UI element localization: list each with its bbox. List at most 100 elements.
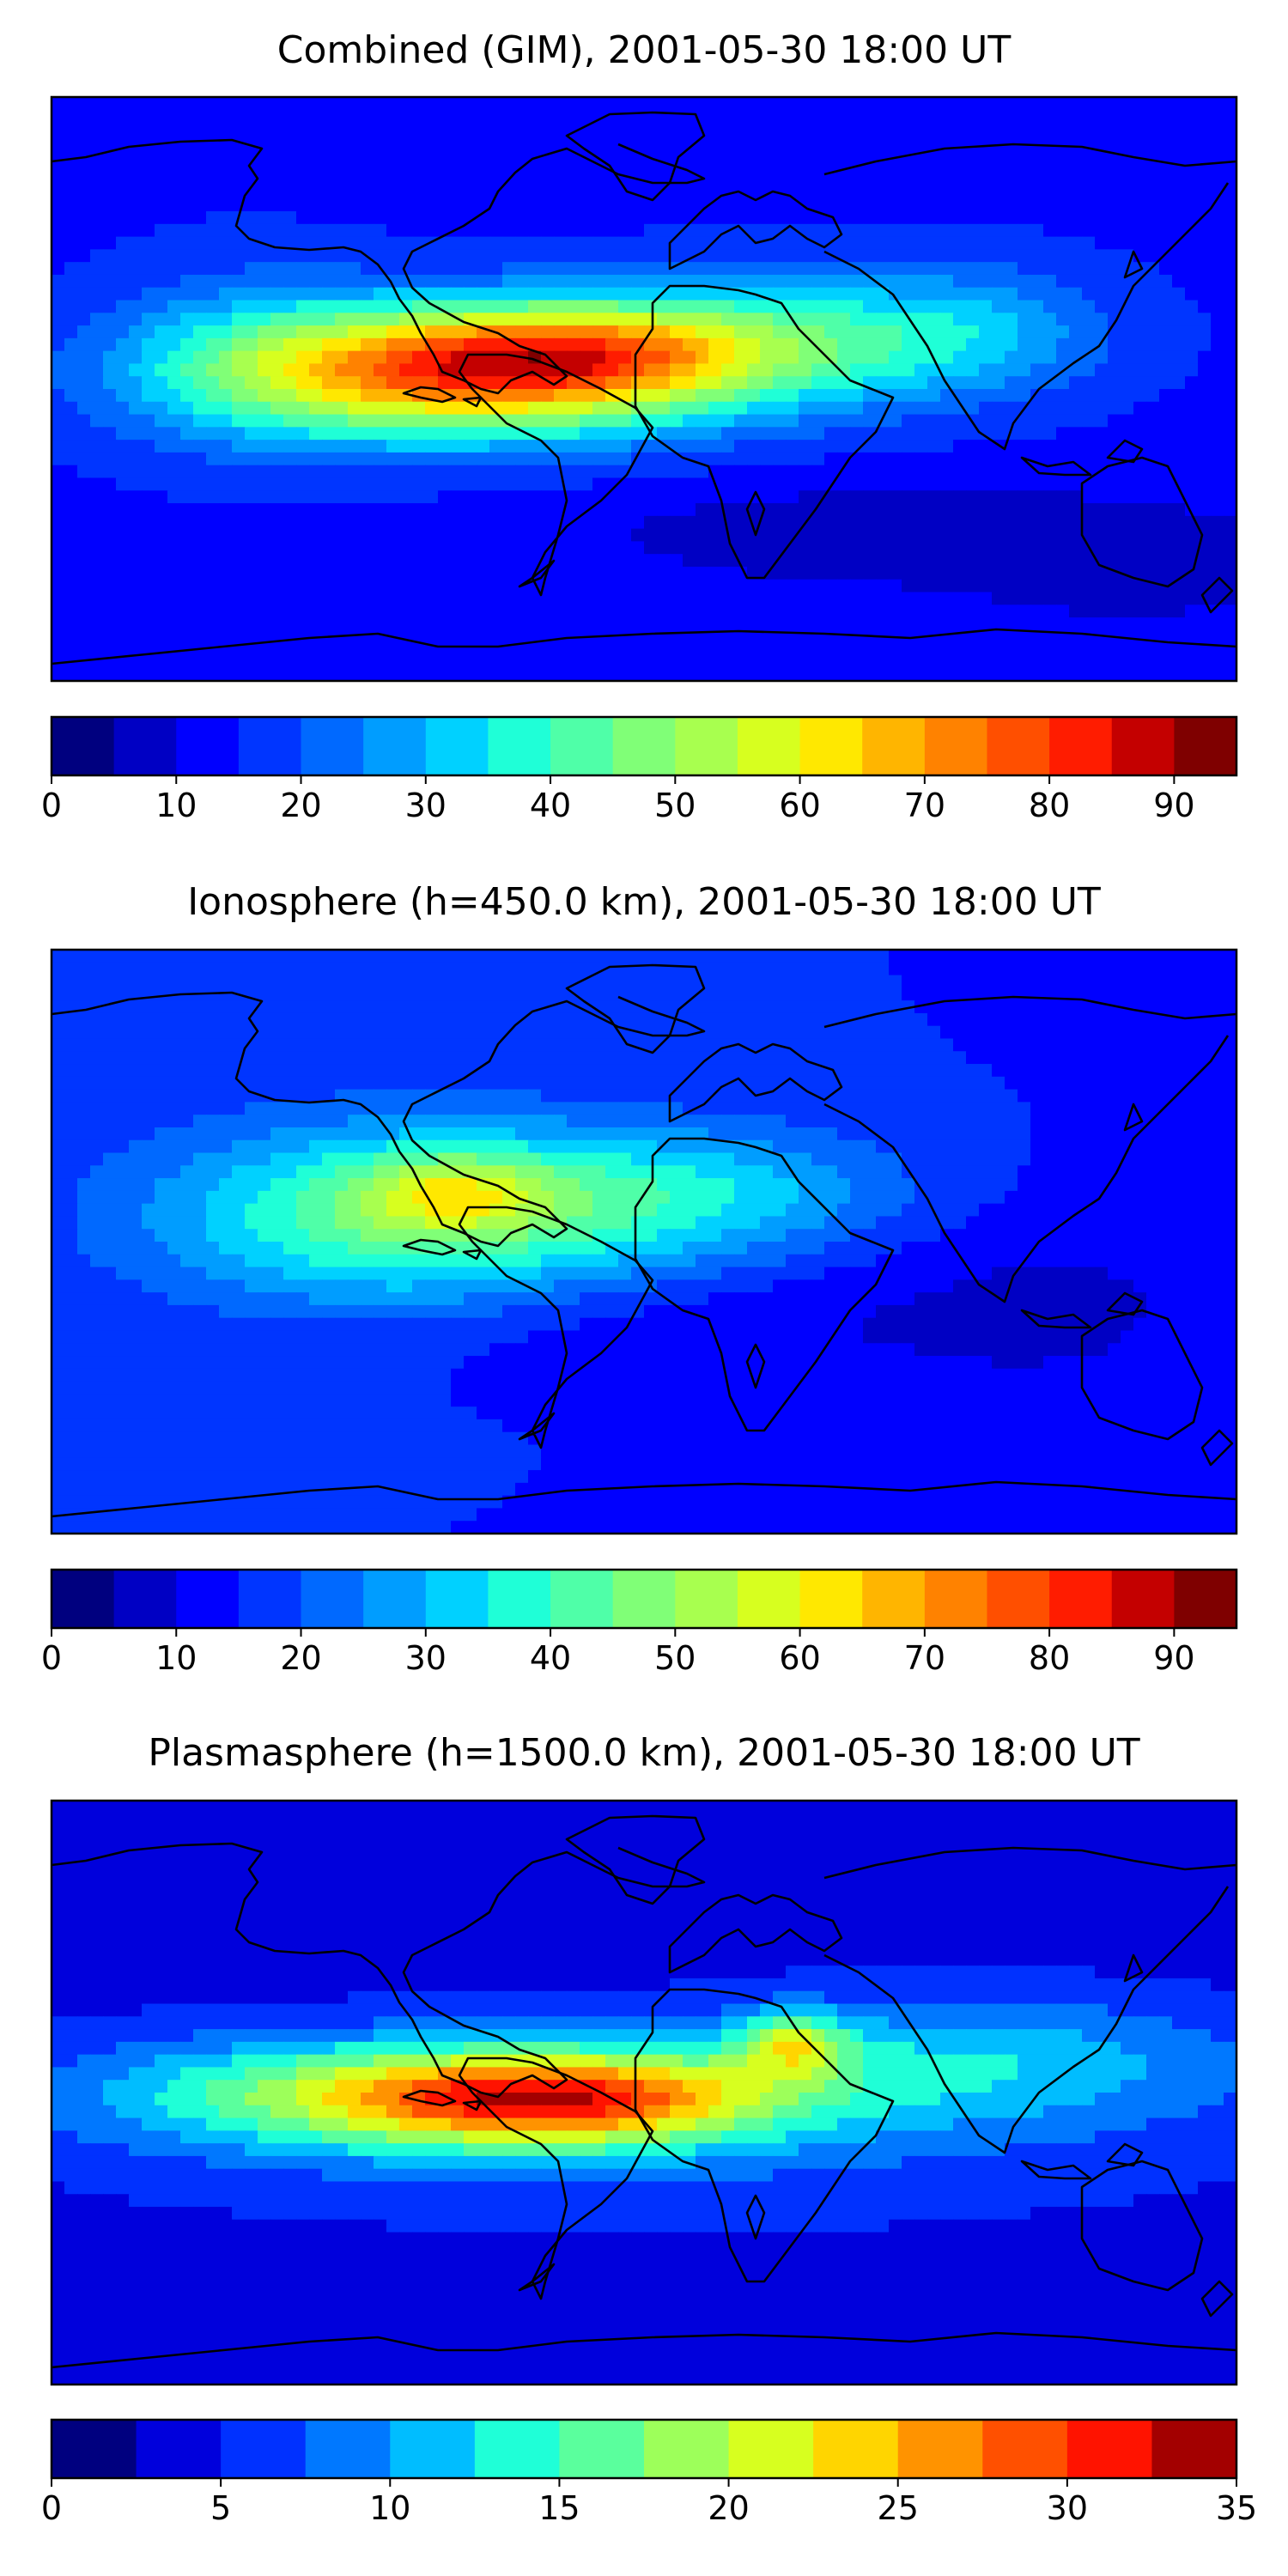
- colorbar-bin: [799, 717, 863, 775]
- colorbar-bin: [425, 1570, 489, 1628]
- colorbar-bin: [1174, 717, 1237, 775]
- colorbar-tick-label: 0: [41, 2489, 62, 2527]
- colorbar-tick-label: 60: [779, 1639, 820, 1677]
- colorbar-bin: [1049, 1570, 1113, 1628]
- colorbar: 0 10 20 30 40 50 60 70 80 90: [41, 715, 1238, 824]
- map-frame: [50, 948, 1238, 1535]
- colorbar-tick-label: 30: [405, 1639, 447, 1677]
- colorbar-tick-label: 20: [280, 787, 321, 824]
- colorbar-bin: [559, 2420, 645, 2478]
- colorbar-tick-label: 60: [779, 787, 820, 824]
- colorbar-bin: [1066, 2420, 1152, 2478]
- colorbar-tick-label: 25: [878, 2489, 919, 2527]
- colorbar-bin: [1174, 1570, 1237, 1628]
- colorbar-bin: [390, 2420, 476, 2478]
- figure-panels: Combined (GIM), 2001-05-30 18:00 UT 0 10 20…: [41, 28, 1257, 2527]
- colorbar-bin: [982, 2420, 1068, 2478]
- map-frame: [50, 95, 1238, 683]
- colorbar-bin: [474, 2420, 560, 2478]
- colorbar-bin: [1151, 2420, 1237, 2478]
- contour-field: [52, 97, 1237, 682]
- colorbar-frame: [50, 2418, 1238, 2480]
- colorbar-frame: [50, 715, 1238, 777]
- colorbar: 0 10 20 30 40 50 60 70 80 90: [41, 1568, 1238, 1677]
- map-frame: [50, 1799, 1238, 2386]
- colorbar-bin: [737, 1570, 801, 1628]
- colorbar-tick-label: 80: [1029, 1639, 1070, 1677]
- colorbar-tick-label: 0: [41, 1639, 62, 1677]
- colorbar-bin: [301, 717, 364, 775]
- colorbar-tick-label: 15: [538, 2489, 580, 2527]
- colorbar-tick-label: 10: [155, 787, 197, 824]
- colorbar-bin: [813, 2420, 899, 2478]
- colorbar-bin: [612, 1570, 676, 1628]
- colorbar-bin: [728, 2420, 814, 2478]
- contour-field: [52, 1801, 1237, 2385]
- colorbar-tick-label: 50: [654, 787, 696, 824]
- colorbar-bin: [363, 1570, 427, 1628]
- colorbar-tick-label: 5: [210, 2489, 231, 2527]
- map-panel-3: Plasmasphere (h=1500.0 km), 2001-05-30 1…: [41, 1731, 1257, 2527]
- colorbar-tick-label: 90: [1153, 787, 1194, 824]
- colorbar-tick-label: 50: [654, 1639, 696, 1677]
- colorbar-tick-label: 0: [41, 787, 62, 824]
- colorbar-tick-label: 40: [530, 787, 571, 824]
- panel-title: Ionosphere (h=450.0 km), 2001-05-30 18:0…: [187, 880, 1101, 924]
- colorbar-bin: [924, 1570, 987, 1628]
- colorbar-bin: [799, 1570, 863, 1628]
- colorbar-bin: [612, 717, 676, 775]
- colorbar-bin: [675, 1570, 738, 1628]
- colorbar-bin: [550, 1570, 614, 1628]
- colorbar-tick-label: 70: [904, 787, 945, 824]
- colorbar-tick-label: 80: [1029, 787, 1070, 824]
- colorbar-bin: [425, 717, 489, 775]
- colorbar-bin: [136, 2420, 222, 2478]
- contour-field: [52, 950, 1237, 1534]
- colorbar-bin: [113, 717, 177, 775]
- colorbar-bin: [862, 1570, 926, 1628]
- colorbar-bin: [363, 717, 427, 775]
- colorbar-bin: [52, 717, 115, 775]
- colorbar-bin: [488, 717, 551, 775]
- panel-title: Combined (GIM), 2001-05-30 18:00 UT: [277, 28, 1012, 72]
- colorbar-bin: [897, 2420, 983, 2478]
- colorbar-bin: [176, 717, 240, 775]
- colorbar-tick-label: 20: [280, 1639, 321, 1677]
- colorbar-tick-label: 10: [155, 1639, 197, 1677]
- colorbar-bin: [550, 717, 614, 775]
- colorbar-bin: [737, 717, 801, 775]
- colorbar-bin: [1111, 1570, 1175, 1628]
- colorbar-bin: [644, 2420, 730, 2478]
- colorbar-bin: [305, 2420, 391, 2478]
- colorbar-tick-label: 20: [708, 2489, 749, 2527]
- colorbar-bin: [176, 1570, 240, 1628]
- colorbar-bin: [301, 1570, 364, 1628]
- colorbar-bin: [1111, 717, 1175, 775]
- colorbar-bin: [238, 1570, 302, 1628]
- colorbar-tick-label: 70: [904, 1639, 945, 1677]
- colorbar-frame: [50, 1568, 1238, 1630]
- colorbar-tick-label: 30: [405, 787, 447, 824]
- colorbar-tick-label: 35: [1216, 2489, 1257, 2527]
- colorbar-tick-label: 90: [1153, 1639, 1194, 1677]
- colorbar-bin: [675, 717, 738, 775]
- colorbar-bin: [924, 717, 987, 775]
- colorbar-tick-label: 40: [530, 1639, 571, 1677]
- map-panel-2: Ionosphere (h=450.0 km), 2001-05-30 18:0…: [41, 880, 1238, 1677]
- colorbar-bin: [113, 1570, 177, 1628]
- colorbar-bin: [52, 2420, 137, 2478]
- colorbar-tick-label: 10: [369, 2489, 410, 2527]
- map-panel-1: Combined (GIM), 2001-05-30 18:00 UT 0 10 20…: [41, 28, 1238, 824]
- colorbar-bin: [238, 717, 302, 775]
- colorbar-bin: [52, 1570, 115, 1628]
- colorbar-bin: [987, 1570, 1050, 1628]
- colorbar-bin: [987, 717, 1050, 775]
- colorbar-bin: [1049, 717, 1113, 775]
- panel-title: Plasmasphere (h=1500.0 km), 2001-05-30 1…: [148, 1731, 1139, 1775]
- colorbar: 0 5 10 15 20 25 30 35: [41, 2418, 1257, 2527]
- colorbar-bin: [488, 1570, 551, 1628]
- colorbar-bin: [862, 717, 926, 775]
- colorbar-tick-label: 30: [1047, 2489, 1088, 2527]
- colorbar-bin: [221, 2420, 307, 2478]
